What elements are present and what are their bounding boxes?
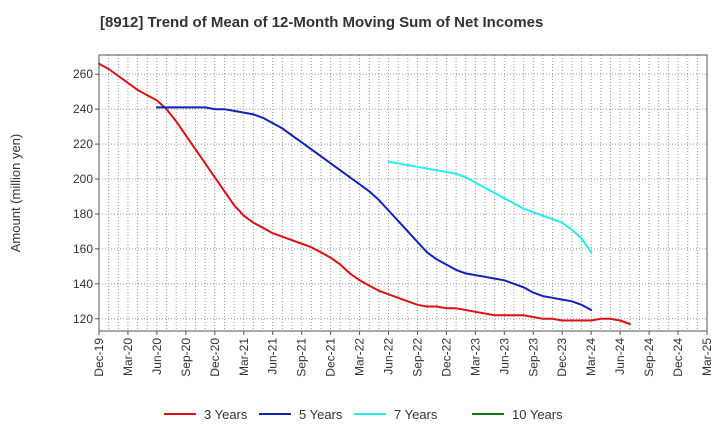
- series-line: [155, 106, 593, 311]
- x-tick-label: Jun-20: [150, 338, 164, 375]
- x-tick-label: Dec-24: [671, 338, 685, 377]
- y-tick-label: 220: [73, 137, 93, 151]
- x-tick-label: Dec-21: [324, 338, 338, 377]
- x-tick-label: Jun-22: [382, 338, 396, 375]
- y-tick-label: 120: [73, 312, 93, 326]
- x-tick-label: Sep-20: [179, 338, 193, 377]
- x-tick-label: Mar-22: [353, 338, 367, 376]
- series-layer: [98, 62, 631, 325]
- y-axis-label: Amount (million yen): [8, 134, 23, 253]
- x-tick-label: Dec-20: [208, 338, 222, 377]
- x-tick-label: Jun-23: [497, 338, 511, 375]
- series-line: [387, 160, 593, 254]
- x-tick-label: Sep-21: [295, 338, 309, 377]
- x-tick-label: Mar-21: [237, 338, 251, 376]
- x-tick-label: Mar-25: [700, 338, 714, 376]
- y-tick-label: 240: [73, 102, 93, 116]
- y-axis: 120 140 160 180 200 220 240 260: [73, 67, 99, 326]
- series-line: [98, 62, 631, 325]
- x-axis: Dec-19 Mar-20 Jun-20 Sep-20 Dec-20 Mar-21 Jun-…: [92, 331, 714, 377]
- x-tick-label: Dec-23: [555, 338, 569, 377]
- x-tick-label: Dec-22: [439, 338, 453, 377]
- x-tick-label: Sep-24: [642, 338, 656, 377]
- x-tick-label: Mar-24: [584, 338, 598, 376]
- x-tick-label: Jun-24: [613, 338, 627, 375]
- legend-label: 5 Years: [299, 407, 343, 422]
- x-tick-label: Sep-22: [410, 338, 424, 377]
- x-tick-label: Mar-20: [121, 338, 135, 376]
- x-tick-label: Mar-23: [468, 338, 482, 376]
- y-tick-label: 140: [73, 277, 93, 291]
- y-tick-label: 200: [73, 172, 93, 186]
- plot-background: [99, 55, 707, 331]
- y-tick-label: 260: [73, 67, 93, 81]
- x-tick-label: Dec-19: [92, 338, 106, 377]
- plot-frame: [98, 54, 708, 332]
- legend-label: 7 Years: [394, 407, 438, 422]
- legend-label: 3 Years: [204, 407, 248, 422]
- y-tick-label: 160: [73, 242, 93, 256]
- chart-title: [8912] Trend of Mean of 12-Month Moving …: [100, 14, 544, 31]
- legend: 3 Years 5 Years 7 Years 10 Years: [164, 407, 563, 422]
- x-tick-label: Jun-21: [266, 338, 280, 375]
- y-tick-label: 180: [73, 207, 93, 221]
- x-tick-label: Sep-23: [526, 338, 540, 377]
- legend-label: 10 Years: [512, 407, 563, 422]
